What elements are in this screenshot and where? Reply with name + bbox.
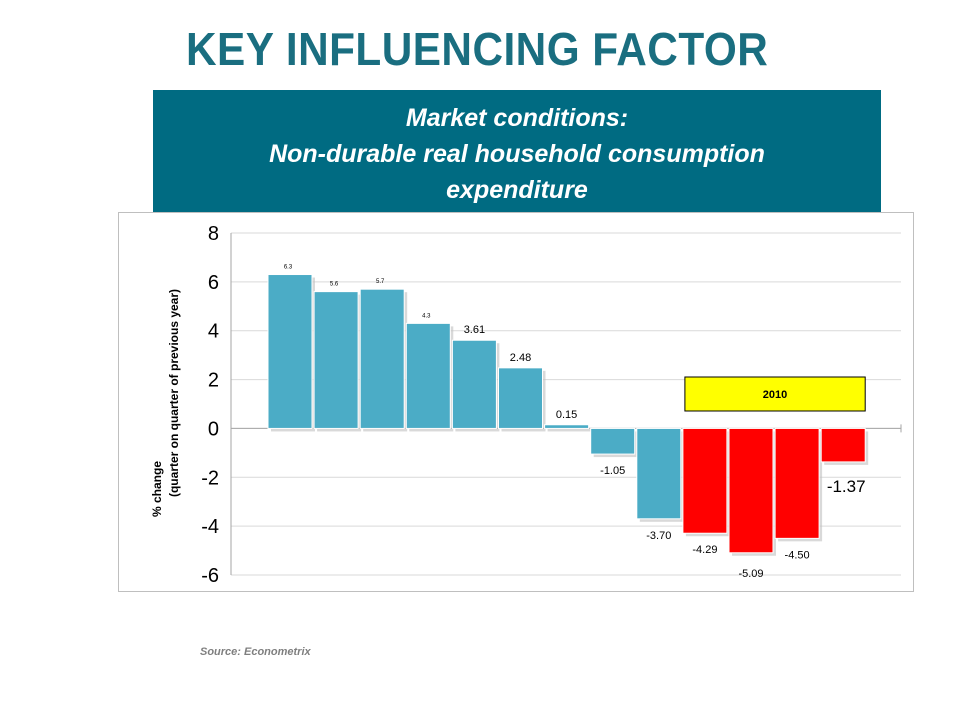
bar-chart: 8 6 4 2 0 -2 -4 -6 % change (quarter on quarter o… (150, 223, 902, 587)
banner-line-1: Market conditions: (405, 104, 629, 132)
y-tick-label: 6 (208, 272, 219, 294)
data-label: -1.05 (600, 465, 625, 477)
banner-line-3: expenditure (446, 176, 588, 204)
bar (728, 427, 774, 554)
bar (590, 427, 636, 455)
bar (451, 339, 497, 429)
bar (820, 427, 866, 463)
data-label: 5.7 (376, 279, 385, 285)
data-label: 0.15 (556, 409, 577, 421)
data-label: 3.61 (464, 324, 485, 336)
y-axis-label-line-2: (quarter on quarter of previous year) (167, 289, 181, 497)
annotation-label: 2010 (763, 389, 787, 401)
data-label: -4.50 (785, 549, 810, 561)
y-tick-label: 2 (208, 370, 219, 392)
data-label: -4.29 (692, 544, 717, 556)
bar (359, 288, 405, 429)
bar (774, 427, 820, 539)
y-tick-label: 0 (208, 418, 219, 440)
bar (544, 424, 590, 429)
data-label: 6.3 (284, 265, 293, 271)
data-label: 2.48 (510, 352, 531, 364)
bar (636, 427, 682, 520)
data-label: -3.70 (646, 530, 671, 542)
y-tick-label: 8 (208, 223, 219, 245)
bar (313, 291, 359, 429)
bar (405, 322, 451, 429)
chart-frame: 8 6 4 2 0 -2 -4 -6 % change (quarter on quarter o… (118, 212, 914, 592)
bar (267, 274, 313, 429)
y-tick-label: -2 (201, 467, 219, 489)
data-label: -5.09 (738, 568, 763, 580)
y-axis-label-line-1: % change (150, 461, 164, 517)
data-label: 4.3 (422, 313, 431, 319)
bar (498, 367, 543, 429)
annotation-box (684, 376, 866, 412)
page-title: KEY INFLUENCING FACTOR (186, 23, 769, 75)
y-tick-label: -4 (201, 516, 219, 538)
bar-shadow (547, 427, 592, 432)
source-note: Source: Econometrix (200, 646, 311, 658)
y-tick-label: -6 (201, 565, 219, 587)
banner-line-2: Non-durable real household consumption (269, 140, 765, 168)
subtitle-banner: Market conditions: Non-durable real hous… (153, 90, 881, 215)
data-label: -1.37 (827, 477, 866, 496)
data-label: 5.6 (330, 282, 339, 288)
bar (682, 427, 728, 534)
y-tick-label: 4 (208, 321, 219, 343)
